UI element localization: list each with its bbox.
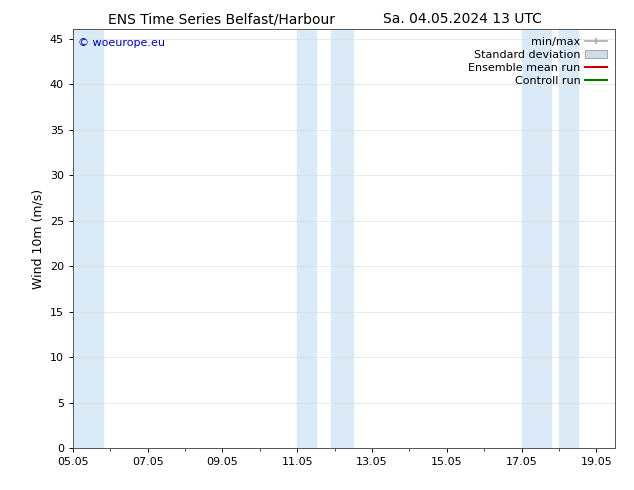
- Text: ENS Time Series Belfast/Harbour: ENS Time Series Belfast/Harbour: [108, 12, 335, 26]
- Text: Sa. 04.05.2024 13 UTC: Sa. 04.05.2024 13 UTC: [384, 12, 542, 26]
- Y-axis label: Wind 10m (m/s): Wind 10m (m/s): [31, 189, 44, 289]
- Bar: [297, 29, 316, 448]
- Bar: [559, 29, 578, 448]
- Bar: [73, 29, 103, 448]
- Text: © woeurope.eu: © woeurope.eu: [79, 38, 165, 48]
- Bar: [522, 29, 552, 448]
- Legend: min/max, Standard deviation, Ensemble mean run, Controll run: min/max, Standard deviation, Ensemble me…: [464, 33, 612, 90]
- Bar: [331, 29, 353, 448]
